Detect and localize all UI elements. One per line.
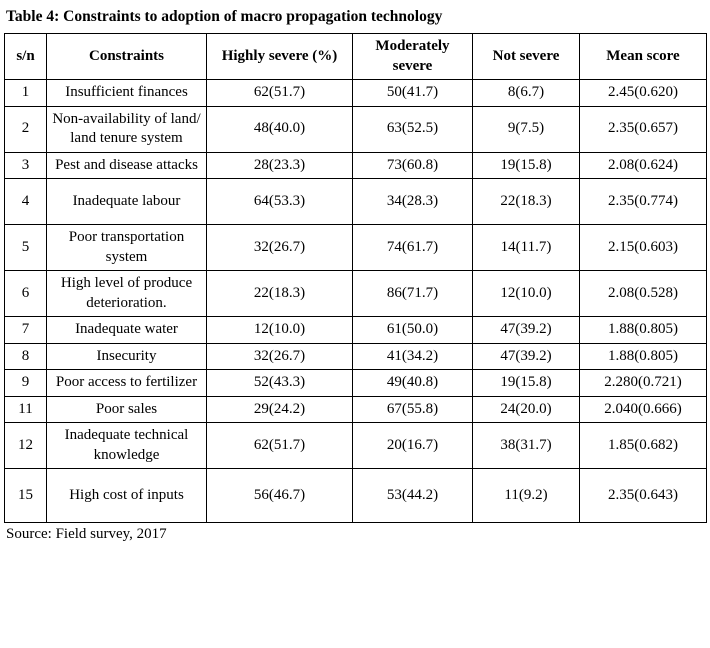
constraint-cell: Pest and disease attacks <box>46 151 207 179</box>
constraint-cell: High cost of inputs <box>46 468 207 523</box>
constraint-cell: Poor access to fertilizer <box>46 369 207 397</box>
constraint-cell: Poor transportation system <box>46 224 207 271</box>
constraint-cell: Insecurity <box>46 342 207 370</box>
sn-cell: 11 <box>4 395 47 423</box>
constraint-cell: Insufficient finances <box>46 79 207 107</box>
source-note: Source: Field survey, 2017 <box>6 526 167 542</box>
table-row: 15 High cost of inputs 56(46.7) 53(44.2)… <box>4 468 707 523</box>
highly-severe-cell: 32(26.7) <box>206 224 353 271</box>
table-row: 9 Poor access to fertilizer 52(43.3) 49(… <box>4 369 707 397</box>
moderately-severe-cell: 34(28.3) <box>352 178 473 225</box>
mean-score-cell: 1.88(0.805) <box>579 342 707 370</box>
moderately-severe-cell: 86(71.7) <box>352 270 473 317</box>
sn-cell: 1 <box>4 79 47 107</box>
table-row: 1 Insufficient finances 62(51.7) 50(41.7… <box>4 79 707 107</box>
mean-score-cell: 2.15(0.603) <box>579 224 707 271</box>
highly-severe-cell: 62(51.7) <box>206 79 353 107</box>
highly-severe-cell: 29(24.2) <box>206 395 353 423</box>
header-row: s/n Constraints Highly severe (%) Modera… <box>4 33 707 80</box>
moderately-severe-cell: 73(60.8) <box>352 151 473 179</box>
highly-severe-cell: 48(40.0) <box>206 105 353 153</box>
sn-cell: 3 <box>4 151 47 179</box>
not-severe-cell: 47(39.2) <box>472 316 580 344</box>
header-sn: s/n <box>4 33 47 80</box>
not-severe-cell: 11(9.2) <box>472 468 580 523</box>
table-row: 2 Non-availability of land/ land tenure … <box>4 105 707 153</box>
header-moderately-severe: Moderately severe <box>352 33 473 80</box>
mean-score-cell: 2.08(0.528) <box>579 270 707 317</box>
not-severe-cell: 19(15.8) <box>472 151 580 179</box>
not-severe-cell: 14(11.7) <box>472 224 580 271</box>
constraint-cell: Non-availability of land/ land tenure sy… <box>46 105 207 153</box>
header-mean-score: Mean score <box>579 33 707 80</box>
highly-severe-cell: 12(10.0) <box>206 316 353 344</box>
sn-cell: 15 <box>4 468 47 523</box>
not-severe-cell: 9(7.5) <box>472 105 580 153</box>
moderately-severe-cell: 61(50.0) <box>352 316 473 344</box>
highly-severe-cell: 52(43.3) <box>206 369 353 397</box>
mean-score-cell: 2.35(0.643) <box>579 468 707 523</box>
table-row: 4 Inadequate labour 64(53.3) 34(28.3) 22… <box>4 178 707 225</box>
moderately-severe-cell: 41(34.2) <box>352 342 473 370</box>
constraint-cell: Poor sales <box>46 395 207 423</box>
moderately-severe-cell: 20(16.7) <box>352 422 473 469</box>
highly-severe-cell: 32(26.7) <box>206 342 353 370</box>
constraint-cell: Inadequate labour <box>46 178 207 225</box>
sn-cell: 12 <box>4 422 47 469</box>
mean-score-cell: 2.08(0.624) <box>579 151 707 179</box>
sn-cell: 7 <box>4 316 47 344</box>
highly-severe-cell: 22(18.3) <box>206 270 353 317</box>
table-row: 11 Poor sales 29(24.2) 67(55.8) 24(20.0)… <box>4 395 707 423</box>
table-row: 6 High level of produce deterioration. 2… <box>4 270 707 317</box>
sn-cell: 5 <box>4 224 47 271</box>
moderately-severe-cell: 49(40.8) <box>352 369 473 397</box>
table-title: Table 4: Constraints to adoption of macr… <box>6 8 443 25</box>
sn-cell: 6 <box>4 270 47 317</box>
not-severe-cell: 38(31.7) <box>472 422 580 469</box>
mean-score-cell: 2.040(0.666) <box>579 395 707 423</box>
not-severe-cell: 22(18.3) <box>472 178 580 225</box>
table-row: 7 Inadequate water 12(10.0) 61(50.0) 47(… <box>4 316 707 344</box>
sn-cell: 8 <box>4 342 47 370</box>
mean-score-cell: 2.35(0.657) <box>579 105 707 153</box>
highly-severe-cell: 62(51.7) <box>206 422 353 469</box>
table-row: 12 Inadequate technical knowledge 62(51.… <box>4 422 707 469</box>
highly-severe-cell: 56(46.7) <box>206 468 353 523</box>
header-highly-severe: Highly severe (%) <box>206 33 353 80</box>
sn-cell: 9 <box>4 369 47 397</box>
sn-cell: 2 <box>4 105 47 153</box>
not-severe-cell: 19(15.8) <box>472 369 580 397</box>
constraint-cell: Inadequate technical knowledge <box>46 422 207 469</box>
not-severe-cell: 12(10.0) <box>472 270 580 317</box>
mean-score-cell: 2.280(0.721) <box>579 369 707 397</box>
table-row: 3 Pest and disease attacks 28(23.3) 73(6… <box>4 151 707 179</box>
not-severe-cell: 24(20.0) <box>472 395 580 423</box>
header-constraints: Constraints <box>46 33 207 80</box>
highly-severe-cell: 64(53.3) <box>206 178 353 225</box>
table-row: 8 Insecurity 32(26.7) 41(34.2) 47(39.2) … <box>4 342 707 370</box>
highly-severe-cell: 28(23.3) <box>206 151 353 179</box>
moderately-severe-cell: 67(55.8) <box>352 395 473 423</box>
table-row: 5 Poor transportation system 32(26.7) 74… <box>4 224 707 271</box>
not-severe-cell: 8(6.7) <box>472 79 580 107</box>
constraint-cell: Inadequate water <box>46 316 207 344</box>
moderately-severe-cell: 63(52.5) <box>352 105 473 153</box>
mean-score-cell: 2.45(0.620) <box>579 79 707 107</box>
moderately-severe-cell: 74(61.7) <box>352 224 473 271</box>
sn-cell: 4 <box>4 178 47 225</box>
moderately-severe-cell: 53(44.2) <box>352 468 473 523</box>
not-severe-cell: 47(39.2) <box>472 342 580 370</box>
moderately-severe-cell: 50(41.7) <box>352 79 473 107</box>
constraint-cell: High level of produce deterioration. <box>46 270 207 317</box>
mean-score-cell: 1.88(0.805) <box>579 316 707 344</box>
header-not-severe: Not severe <box>472 33 580 80</box>
mean-score-cell: 2.35(0.774) <box>579 178 707 225</box>
constraints-table: s/n Constraints Highly severe (%) Modera… <box>4 33 707 523</box>
mean-score-cell: 1.85(0.682) <box>579 422 707 469</box>
